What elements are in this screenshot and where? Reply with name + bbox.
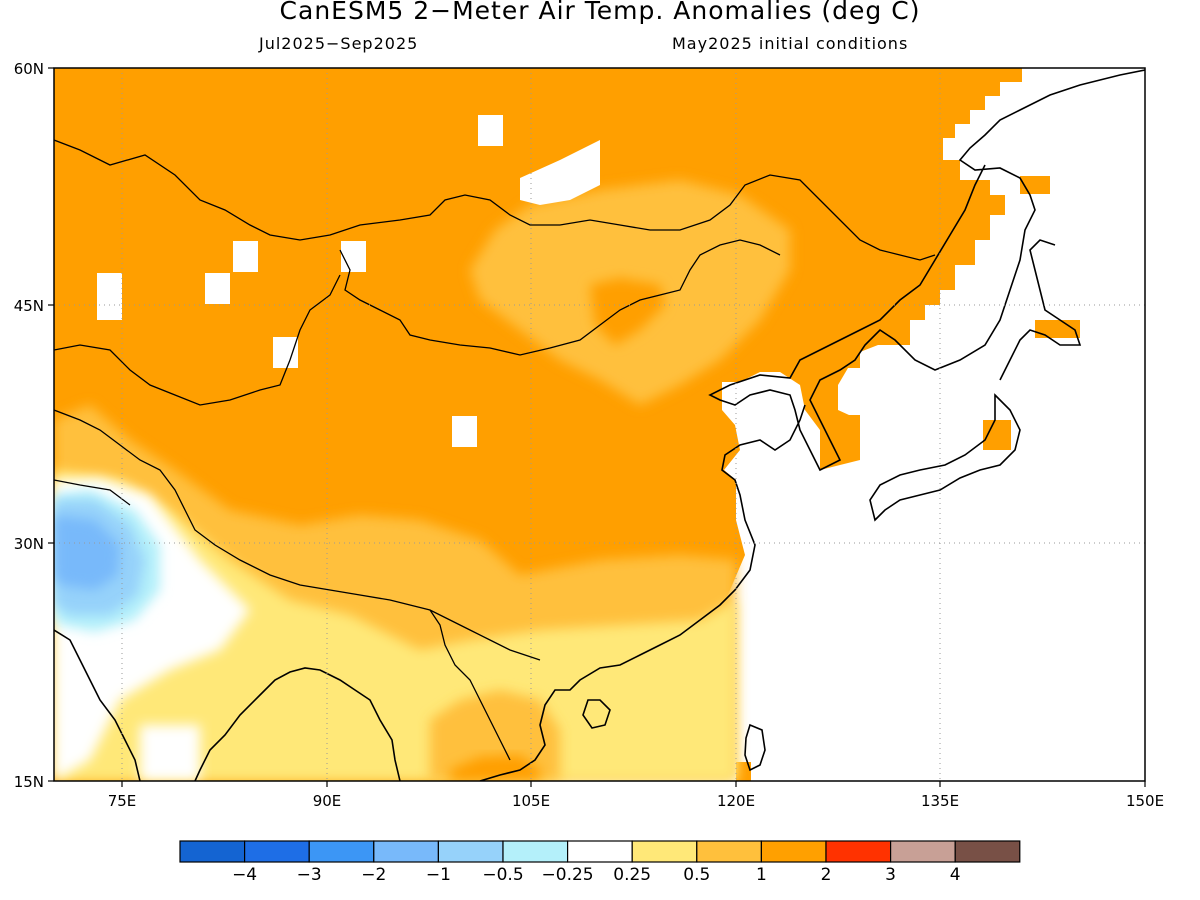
lon-label-150e: 150E bbox=[1126, 792, 1164, 810]
colorbar-swatch bbox=[437, 840, 504, 863]
colorbar-label: 3 bbox=[885, 865, 896, 885]
colorbar-label: −1 bbox=[426, 865, 451, 885]
colorbar-swatch bbox=[244, 840, 310, 863]
map-frame bbox=[53, 67, 1146, 782]
lon-label-135e: 135E bbox=[921, 792, 959, 810]
lon-label-90e: 90E bbox=[313, 792, 342, 810]
colorbar-swatch bbox=[825, 840, 892, 863]
lat-label-15n: 15N bbox=[14, 773, 44, 791]
colorbar-label: −2 bbox=[361, 865, 386, 885]
colorbar-label: −0.25 bbox=[542, 865, 594, 885]
forecast-period: Jul2025−Sep2025 bbox=[259, 34, 419, 53]
indochina-2 bbox=[450, 755, 540, 781]
map-field bbox=[54, 68, 1145, 781]
lat-label-30n: 30N bbox=[14, 535, 44, 553]
colorbar-swatch bbox=[179, 840, 246, 863]
lat-label-60n: 60N bbox=[14, 60, 44, 78]
colorbar: −4 −3 −2 −1 −0.5 −0.25 0.25 0.5 1 2 3 4 bbox=[179, 840, 1021, 885]
negative-anomaly-core bbox=[54, 515, 120, 590]
south-0.5-1-belt bbox=[54, 470, 736, 781]
colorbar-label: 0.25 bbox=[613, 865, 651, 885]
map-title: CanESM5 2−Meter Air Temp. Anomalies (deg… bbox=[279, 0, 921, 25]
colorbar-swatch bbox=[373, 840, 439, 863]
tick-marks bbox=[48, 67, 1146, 787]
indochina-1-2 bbox=[430, 690, 560, 781]
colorbar-swatch bbox=[502, 840, 569, 863]
colorbar-swatch bbox=[760, 840, 827, 863]
colorbar-label: −4 bbox=[232, 865, 257, 885]
colorbar-swatch bbox=[889, 840, 956, 863]
coastlines bbox=[54, 69, 1145, 781]
colorbar-swatch bbox=[696, 840, 762, 863]
colorbar-swatch bbox=[308, 840, 375, 863]
lon-label-75e: 75E bbox=[108, 792, 137, 810]
mongolia-inner-2 bbox=[590, 278, 665, 345]
colorbar-swatch bbox=[631, 840, 698, 863]
colorbar-swatch bbox=[954, 840, 1021, 863]
initial-conditions: May2025 initial conditions bbox=[672, 34, 909, 53]
lon-label-105e: 105E bbox=[512, 792, 550, 810]
colorbar-label: 2 bbox=[821, 865, 832, 885]
colorbar-label: 1 bbox=[756, 865, 767, 885]
lat-label-45n: 45N bbox=[14, 297, 44, 315]
graticule bbox=[54, 68, 1145, 781]
colorbar-label: 0.5 bbox=[683, 865, 710, 885]
country-borders bbox=[54, 139, 936, 761]
colorbar-swatch bbox=[566, 840, 633, 863]
colorbar-label: −0.5 bbox=[482, 865, 523, 885]
colorbar-label: −3 bbox=[297, 865, 322, 885]
lon-label-120e: 120E bbox=[717, 792, 755, 810]
colorbar-label: 4 bbox=[950, 865, 961, 885]
